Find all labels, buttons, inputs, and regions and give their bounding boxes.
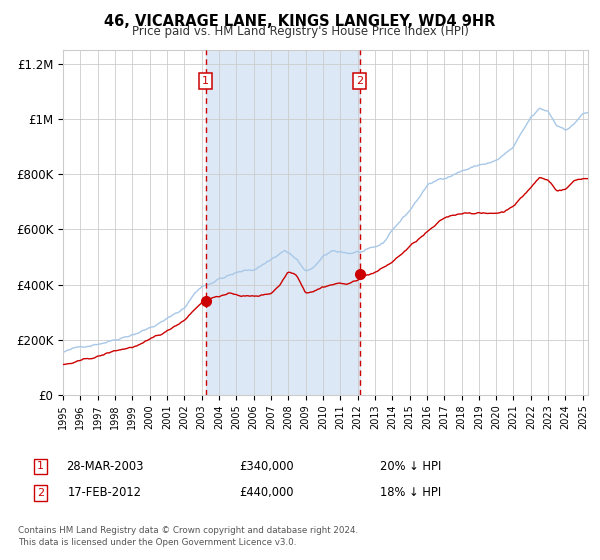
Text: This data is licensed under the Open Government Licence v3.0.: This data is licensed under the Open Gov… <box>18 538 296 547</box>
Text: 1: 1 <box>37 461 44 472</box>
Text: £340,000: £340,000 <box>239 460 295 473</box>
Text: 1: 1 <box>202 76 209 86</box>
Text: Price paid vs. HM Land Registry's House Price Index (HPI): Price paid vs. HM Land Registry's House … <box>131 25 469 38</box>
Text: Contains HM Land Registry data © Crown copyright and database right 2024.: Contains HM Land Registry data © Crown c… <box>18 526 358 535</box>
Text: £440,000: £440,000 <box>240 486 294 500</box>
Text: 20% ↓ HPI: 20% ↓ HPI <box>380 460 442 473</box>
Bar <box>206 50 359 395</box>
Text: 17-FEB-2012: 17-FEB-2012 <box>68 486 142 500</box>
Text: 2: 2 <box>37 488 44 498</box>
Text: 18% ↓ HPI: 18% ↓ HPI <box>380 486 442 500</box>
Text: 28-MAR-2003: 28-MAR-2003 <box>66 460 144 473</box>
Text: 46, VICARAGE LANE, KINGS LANGLEY, WD4 9HR: 46, VICARAGE LANE, KINGS LANGLEY, WD4 9H… <box>104 14 496 29</box>
Text: 2: 2 <box>356 76 363 86</box>
